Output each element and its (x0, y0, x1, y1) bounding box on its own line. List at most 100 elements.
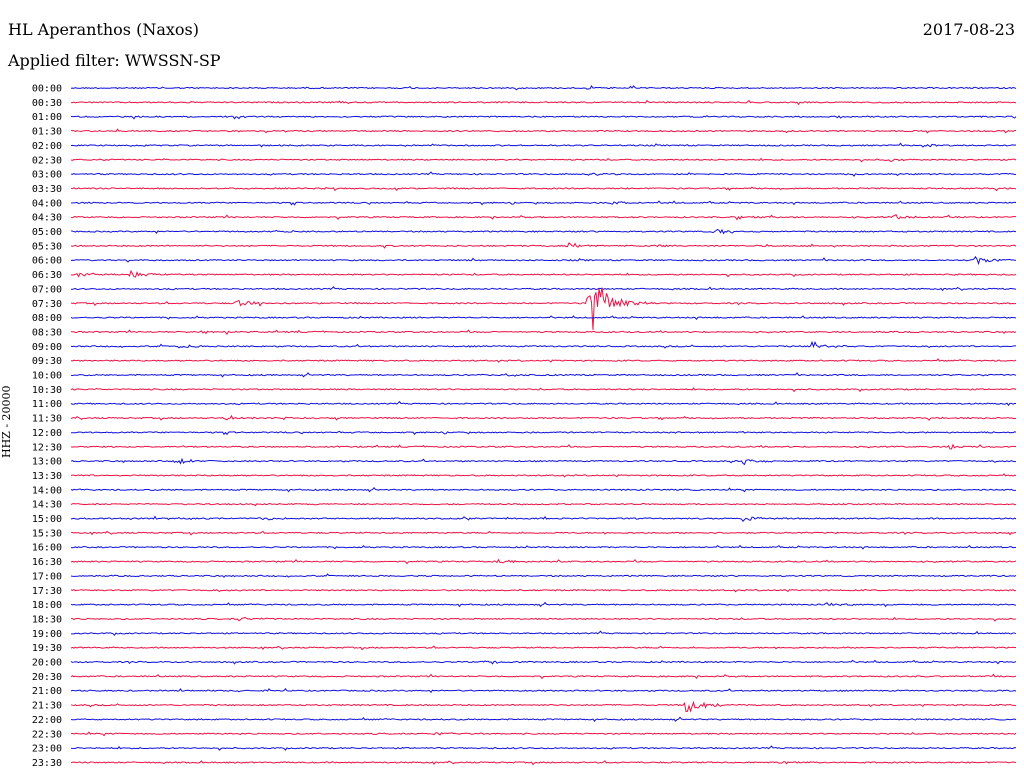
tick-label-0130: 01:30 (32, 127, 62, 138)
tick-label-1700: 17:00 (32, 571, 62, 582)
tick-label-0630: 06:30 (32, 270, 62, 281)
trace-0700 (70, 286, 1017, 292)
tick-label-2230: 22:30 (32, 729, 62, 740)
tick-label-0100: 01:00 (32, 112, 62, 123)
tick-label-0500: 05:00 (32, 227, 62, 238)
trace-0100 (70, 115, 1017, 120)
tick-label-1600: 16:00 (32, 543, 62, 554)
trace-1600 (70, 544, 1017, 550)
tick-label-1430: 14:30 (32, 500, 62, 511)
trace-1900 (70, 630, 1017, 637)
tick-label-1930: 19:30 (32, 643, 62, 654)
tick-label-0030: 00:30 (32, 98, 62, 109)
tick-label-0200: 02:00 (32, 141, 62, 152)
tick-label-2200: 22:00 (32, 715, 62, 726)
trace-0130 (70, 128, 1017, 134)
trace-1800 (70, 601, 1017, 608)
tick-label-1300: 13:00 (32, 457, 62, 468)
time-tick-labels: 00:00 00:30 01:00 01:30 02:00 02:30 03:00 03:30… (32, 84, 62, 769)
tick-label-1000: 10:00 (32, 371, 62, 382)
tick-label-2330: 23:30 (32, 758, 62, 769)
trace-1200 (70, 430, 1017, 436)
trace-1700 (70, 573, 1017, 578)
trace-0030 (70, 99, 1017, 106)
tick-label-1200: 12:00 (32, 428, 62, 439)
trace-1330 (70, 473, 1017, 478)
record-date: 2017-08-23 (922, 20, 1015, 39)
trace-1230 (70, 443, 1017, 450)
tick-label-2100: 21:00 (32, 686, 62, 697)
tick-label-1400: 14:00 (32, 485, 62, 496)
trace-1730 (70, 589, 1017, 593)
trace-0300 (70, 171, 1017, 177)
trace-2330 (70, 760, 1017, 766)
tick-label-0800: 08:00 (32, 313, 62, 324)
seismogram-traces (70, 84, 1017, 766)
tick-label-1900: 19:00 (32, 629, 62, 640)
tick-label-2130: 21:30 (32, 701, 62, 712)
trace-0800 (70, 315, 1017, 320)
station-title: HL Aperanthos (Naxos) (8, 20, 199, 39)
tick-label-0400: 04:00 (32, 198, 62, 209)
filter-label: Applied filter: WWSSN-SP (8, 51, 221, 70)
trace-0730 (70, 287, 1017, 330)
tick-label-1800: 18:00 (32, 600, 62, 611)
trace-1100 (70, 400, 1017, 407)
tick-label-0700: 07:00 (32, 284, 62, 295)
trace-0000 (70, 84, 1017, 91)
trace-2030 (70, 673, 1017, 680)
trace-2130 (70, 700, 1017, 713)
tick-label-0000: 00:00 (32, 84, 62, 95)
trace-1400 (70, 486, 1017, 493)
tick-label-1230: 12:30 (32, 442, 62, 453)
trace-1000 (70, 372, 1017, 378)
trace-2000 (70, 659, 1017, 665)
trace-1300 (70, 457, 1017, 466)
tick-label-1330: 13:30 (32, 471, 62, 482)
trace-1530 (70, 530, 1017, 536)
tick-label-1830: 18:30 (32, 614, 62, 625)
trace-0900 (70, 340, 1016, 349)
tick-label-0830: 08:30 (32, 327, 62, 338)
trace-2100 (70, 687, 1017, 694)
tick-label-0730: 07:30 (32, 299, 62, 310)
trace-0830 (70, 329, 1017, 335)
trace-0630 (70, 269, 1017, 278)
trace-1500 (70, 515, 1017, 522)
trace-0430 (70, 213, 1016, 221)
trace-2200 (70, 716, 1017, 723)
trace-0200 (70, 142, 1017, 148)
tick-label-2000: 20:00 (32, 658, 62, 669)
tick-label-0900: 09:00 (32, 342, 62, 353)
trace-2300 (70, 745, 1017, 751)
tick-label-0600: 06:00 (32, 256, 62, 267)
tick-label-0530: 05:30 (32, 241, 62, 252)
tick-label-2030: 20:30 (32, 672, 62, 683)
tick-label-0330: 03:30 (32, 184, 62, 195)
tick-label-1030: 10:30 (32, 385, 62, 396)
trace-0530 (70, 242, 1017, 249)
trace-1030 (70, 387, 1017, 393)
trace-1930 (70, 645, 1017, 651)
trace-0330 (70, 186, 1017, 192)
trace-0930 (70, 358, 1017, 363)
trace-1430 (70, 502, 1017, 507)
tick-label-1130: 11:30 (32, 414, 62, 425)
tick-label-1500: 15:00 (32, 514, 62, 525)
trace-0600 (70, 255, 1017, 266)
tick-label-1530: 15:30 (32, 528, 62, 539)
tick-label-0230: 02:30 (32, 155, 62, 166)
tick-label-1100: 11:00 (32, 399, 62, 410)
trace-1630 (70, 558, 1017, 565)
trace-2230 (70, 731, 1017, 737)
trace-0400 (70, 200, 1017, 206)
trace-0230 (70, 157, 1017, 163)
trace-1130 (70, 414, 1017, 421)
tick-label-1630: 16:30 (32, 557, 62, 568)
tick-label-0300: 03:00 (32, 170, 62, 181)
trace-0500 (70, 228, 1017, 235)
trace-1830 (70, 616, 1017, 622)
tick-label-1730: 17:30 (32, 586, 62, 597)
tick-label-0430: 04:30 (32, 213, 62, 224)
